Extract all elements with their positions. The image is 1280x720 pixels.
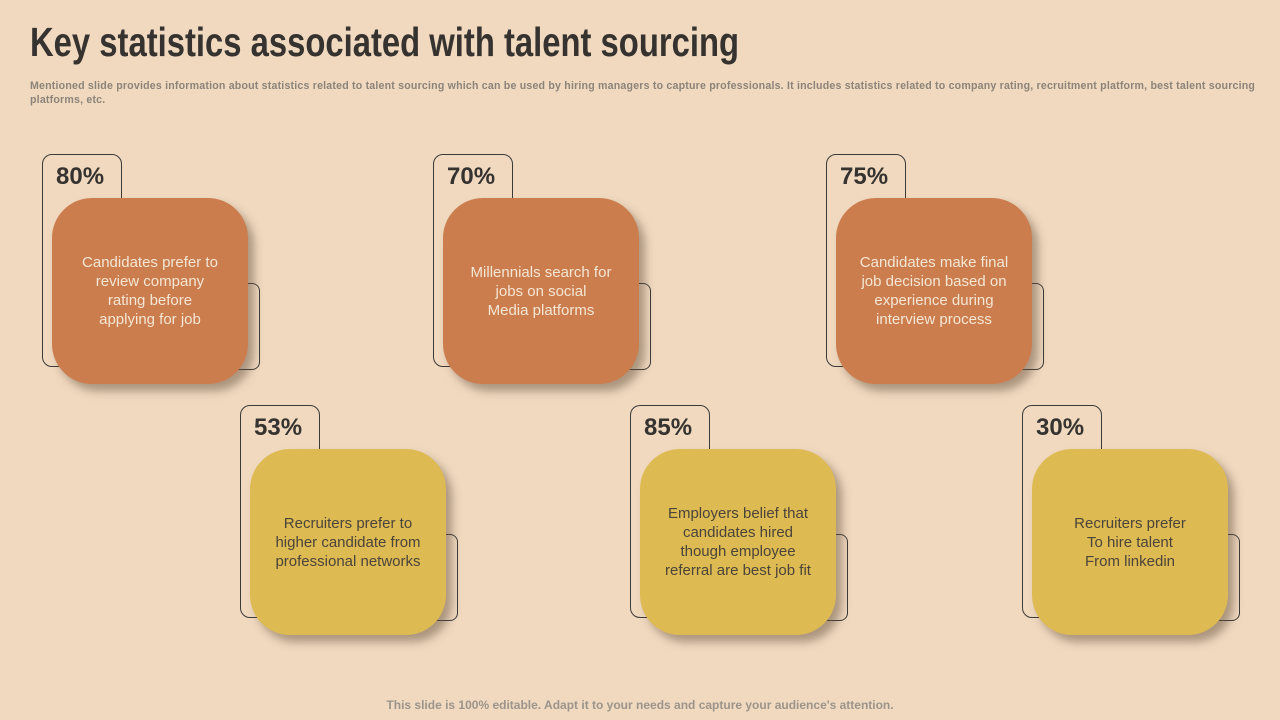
stat-body: Recruiters prefer To hire talent From li… — [1032, 449, 1228, 635]
stat-body: Employers belief that candidates hired t… — [640, 449, 836, 635]
stat-card-75: 75% Candidates make final job decision b… — [826, 154, 1048, 390]
stat-card-85: 85% Employers belief that candidates hir… — [630, 405, 852, 641]
stat-body: Millennials search for jobs on social Me… — [443, 198, 639, 384]
stat-card-30: 30% Recruiters prefer To hire talent Fro… — [1022, 405, 1244, 641]
stat-text: Employers belief that candidates hired t… — [665, 505, 811, 579]
stat-body: Recruiters prefer to higher candidate fr… — [250, 449, 446, 635]
percent-value: 80% — [56, 163, 105, 190]
percent-value: 85% — [644, 414, 693, 441]
stat-text: Recruiters prefer To hire talent From li… — [1074, 514, 1186, 570]
stat-text: Recruiters prefer to higher candidate fr… — [275, 514, 421, 570]
stat-card-53: 53% Recruiters prefer to higher candidat… — [240, 405, 462, 641]
percent-value: 75% — [840, 163, 889, 190]
stat-body: Candidates prefer to review company rati… — [52, 198, 248, 384]
stat-text: Candidates make final job decision based… — [859, 254, 1009, 328]
percent-value: 30% — [1036, 414, 1085, 441]
percent-value: 70% — [447, 163, 496, 190]
stat-text: Millennials search for jobs on social Me… — [470, 263, 612, 319]
footer-note: This slide is 100% editable. Adapt it to… — [386, 698, 894, 712]
page-title: Key statistics associated with talent so… — [30, 19, 740, 65]
slide-description: Mentioned slide provides information abo… — [30, 80, 1256, 106]
stat-body: Candidates make final job decision based… — [836, 198, 1032, 384]
stat-text: Candidates prefer to review company rati… — [82, 254, 218, 328]
percent-value: 53% — [254, 414, 303, 441]
stat-card-80: 80% Candidates prefer to review company … — [42, 154, 264, 390]
stat-card-70: 70% Millennials search for jobs on socia… — [433, 154, 655, 390]
